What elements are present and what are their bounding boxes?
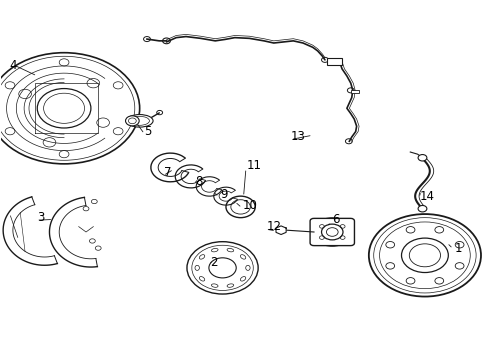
Text: 9: 9 — [220, 188, 227, 201]
Text: 13: 13 — [290, 130, 305, 144]
Text: 5: 5 — [144, 125, 152, 138]
Text: 6: 6 — [331, 213, 339, 226]
Text: 12: 12 — [266, 220, 281, 233]
Ellipse shape — [126, 114, 153, 127]
Text: 2: 2 — [210, 256, 218, 269]
Circle shape — [454, 263, 463, 269]
Circle shape — [385, 242, 394, 248]
Circle shape — [321, 224, 342, 240]
Circle shape — [417, 154, 426, 161]
Text: 1: 1 — [453, 242, 461, 255]
Circle shape — [417, 206, 426, 212]
Circle shape — [406, 226, 414, 233]
Circle shape — [406, 278, 414, 284]
Text: 3: 3 — [37, 211, 44, 224]
FancyBboxPatch shape — [350, 90, 358, 93]
Circle shape — [454, 242, 463, 248]
FancyBboxPatch shape — [327, 58, 341, 65]
Polygon shape — [275, 226, 285, 234]
Text: 4: 4 — [9, 59, 17, 72]
Text: 7: 7 — [163, 166, 171, 179]
FancyBboxPatch shape — [309, 219, 354, 246]
Text: 11: 11 — [246, 159, 262, 172]
Circle shape — [368, 214, 480, 297]
Text: 14: 14 — [419, 190, 434, 203]
Circle shape — [186, 242, 258, 294]
Circle shape — [125, 116, 139, 126]
Text: 10: 10 — [243, 199, 257, 212]
Circle shape — [434, 226, 443, 233]
Circle shape — [385, 263, 394, 269]
Text: 8: 8 — [194, 175, 202, 188]
Circle shape — [434, 278, 443, 284]
